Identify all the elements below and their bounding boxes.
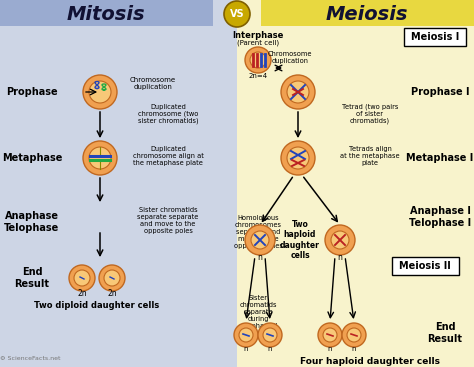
Circle shape [83, 141, 117, 175]
Text: (Parent cell): (Parent cell) [237, 40, 279, 46]
Bar [0, 0, 213, 26]
Text: Duplicated
chromosome align at
the metaphase plate: Duplicated chromosome align at the metap… [133, 146, 203, 166]
Circle shape [89, 81, 111, 103]
Circle shape [74, 270, 90, 286]
Circle shape [287, 81, 309, 103]
Text: Meiosis I: Meiosis I [411, 32, 459, 42]
Text: Meiosis II: Meiosis II [399, 261, 451, 271]
Circle shape [318, 323, 342, 347]
Text: Prophase: Prophase [6, 87, 58, 97]
Text: 2n=4: 2n=4 [248, 73, 267, 79]
Circle shape [263, 328, 277, 342]
Text: Homologous
chromosomes
separate and
move to the
opposite poles: Homologous chromosomes separate and move… [234, 215, 283, 249]
Text: Tetrad (two pairs
of sister
chromatids): Tetrad (two pairs of sister chromatids) [342, 103, 398, 124]
Text: Sister chromatids
separate separate
and move to the
opposite poles: Sister chromatids separate separate and … [137, 207, 199, 233]
Text: Four haploid daughter cells: Four haploid daughter cells [300, 356, 440, 366]
FancyBboxPatch shape [404, 28, 466, 46]
Circle shape [89, 147, 111, 169]
FancyBboxPatch shape [392, 257, 459, 275]
Text: Chromosome
duplication: Chromosome duplication [130, 76, 176, 90]
Bar [0, 0, 237, 367]
Text: 2n: 2n [107, 288, 117, 298]
Circle shape [245, 47, 271, 73]
Circle shape [258, 323, 282, 347]
Circle shape [323, 328, 337, 342]
Text: n: n [337, 252, 342, 262]
Text: n: n [352, 346, 356, 352]
Circle shape [251, 231, 269, 249]
Bar [237, 0, 474, 367]
Text: Duplicated
chromosome (two
sister chromatids): Duplicated chromosome (two sister chroma… [137, 103, 198, 124]
Text: Two diploid daughter cells: Two diploid daughter cells [35, 301, 160, 309]
Circle shape [104, 270, 120, 286]
Text: Tetrads align
at the metaphase
plate: Tetrads align at the metaphase plate [340, 146, 400, 166]
Circle shape [234, 323, 258, 347]
Circle shape [245, 225, 275, 255]
Text: End
Result: End Result [428, 322, 463, 344]
Circle shape [325, 225, 355, 255]
Text: Mitosis: Mitosis [67, 4, 146, 23]
Text: Anaphase
Telophase: Anaphase Telophase [4, 211, 60, 233]
Text: Metaphase: Metaphase [2, 153, 62, 163]
Text: Sister
chromatids
separate
during
anaphase II: Sister chromatids separate during anapha… [239, 295, 277, 329]
Circle shape [287, 147, 309, 169]
Text: Two
haploid
daughter
cells: Two haploid daughter cells [280, 220, 320, 260]
Text: n: n [257, 252, 263, 262]
Text: n: n [244, 346, 248, 352]
Circle shape [83, 75, 117, 109]
Text: ⚙ ScienceFacts.net: ⚙ ScienceFacts.net [0, 356, 60, 360]
Text: End
Result: End Result [15, 267, 49, 289]
Text: n: n [268, 346, 272, 352]
Text: Meiosis: Meiosis [326, 4, 408, 23]
Text: Metaphase I: Metaphase I [406, 153, 474, 163]
Circle shape [342, 323, 366, 347]
Circle shape [224, 1, 250, 27]
Bar [261, 0, 474, 26]
Circle shape [331, 231, 349, 249]
Text: Chromosome
duplication: Chromosome duplication [268, 51, 312, 65]
Text: VS: VS [230, 9, 244, 19]
Text: n: n [328, 346, 332, 352]
Text: 2n: 2n [77, 288, 87, 298]
Text: Prophase I: Prophase I [411, 87, 469, 97]
Circle shape [239, 328, 253, 342]
Text: Interphase: Interphase [232, 30, 283, 40]
Circle shape [250, 52, 266, 68]
Circle shape [99, 265, 125, 291]
Circle shape [281, 141, 315, 175]
Circle shape [281, 75, 315, 109]
Text: Anaphase I
Telophase I: Anaphase I Telophase I [409, 206, 471, 228]
Circle shape [347, 328, 361, 342]
Circle shape [69, 265, 95, 291]
